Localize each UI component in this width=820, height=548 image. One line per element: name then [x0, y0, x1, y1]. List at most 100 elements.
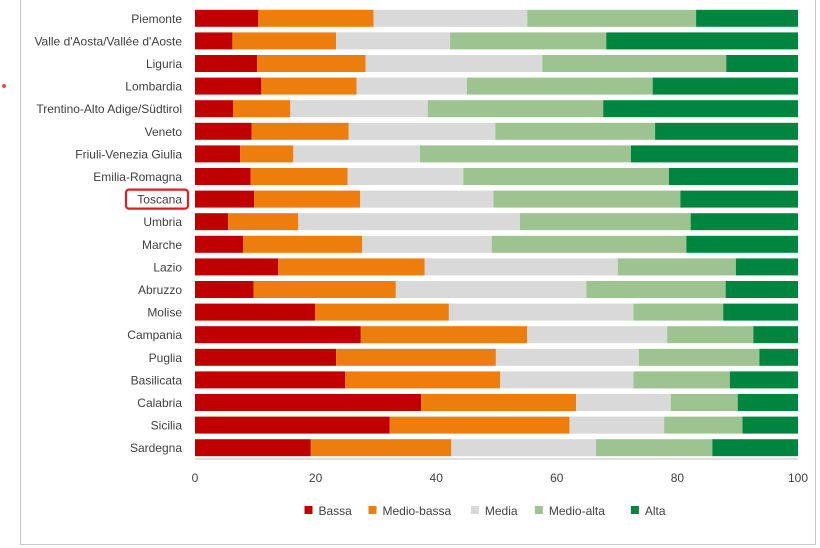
bar-umbria-medio-alta [520, 213, 691, 231]
x-tick-label-20: 20 [309, 471, 323, 485]
bars-layer [195, 9, 798, 457]
category-label-liguria: Liguria [146, 57, 182, 71]
bar-emilia-romagna-bassa [195, 168, 251, 185]
bar-campania-media [527, 326, 668, 344]
highlight-box-toscana [124, 188, 190, 210]
bar-sardegna-media [451, 439, 596, 457]
bar-sardegna-medio-bassa [310, 439, 452, 457]
side-marker-dot [2, 84, 6, 88]
bar-basilicata-alta [729, 371, 798, 389]
category-label-puglia: Puglia [149, 351, 183, 365]
bar-marche-media [362, 235, 492, 253]
bar-lazio-alta [735, 258, 798, 276]
bar-emilia-romagna-medio-alta [463, 168, 669, 185]
x-tick-label-100: 100 [788, 471, 808, 485]
bar-lombardia-alta [652, 77, 798, 95]
bar-toscana-medio-alta [493, 190, 681, 208]
bar-emilia-romagna-media [347, 168, 464, 185]
legend-label-bassa: Bassa [319, 504, 353, 518]
bar-piemonte-media [373, 9, 528, 27]
bar-puglia-bassa [195, 348, 337, 366]
bar-friuli-venezia-giulia-media [293, 145, 420, 163]
bar-valle-d-aosta-vallee-d-aoste-medio-alta [450, 32, 607, 50]
legend-swatch-bassa [304, 506, 313, 514]
bar-calabria-media [576, 394, 671, 411]
category-label-campania: Campania [127, 328, 182, 342]
bar-marche-bassa [195, 235, 244, 253]
bar-liguria-media [365, 55, 543, 72]
bar-trentino-alto-adige-sudtirol-medio-bassa [232, 100, 291, 118]
category-label-veneto: Veneto [145, 125, 183, 139]
bar-toscana-bassa [195, 190, 255, 208]
bar-abruzzo-bassa [195, 281, 254, 298]
bar-calabria-bassa [195, 394, 422, 411]
bar-piemonte-alta [696, 9, 798, 27]
bar-toscana-media [360, 190, 494, 208]
bar-friuli-venezia-giulia-bassa [195, 145, 241, 163]
bar-trentino-alto-adige-sudtirol-alta [603, 100, 798, 118]
bar-lazio-medio-alta [617, 258, 736, 276]
bar-umbria-medio-bassa [228, 213, 299, 231]
category-labels: Piemonte Valle d'Aosta/Vallée d'Aoste Ligu… [34, 12, 182, 455]
category-label-friuli-venezia-giulia: Friuli-Venezia Giulia [75, 147, 182, 161]
x-tick-label-80: 80 [671, 471, 685, 485]
bar-veneto-medio-alta [495, 122, 656, 140]
bar-abruzzo-medio-alta [586, 281, 726, 298]
legend: Bassa Medio-bassa Media Medio-alta Alta [304, 504, 666, 518]
bar-umbria-alta [690, 213, 798, 231]
legend-swatch-medio-bassa [368, 506, 377, 514]
bar-friuli-venezia-giulia-alta [630, 145, 798, 163]
x-tick-label-0: 0 [192, 471, 199, 485]
bar-marche-medio-bassa [243, 235, 363, 253]
bar-toscana-alta [680, 190, 798, 208]
category-label-basilicata: Basilicata [131, 373, 183, 387]
bar-friuli-venezia-giulia-medio-bassa [240, 145, 294, 163]
bar-lombardia-bassa [195, 77, 262, 95]
bar-valle-d-aosta-vallee-d-aoste-media [336, 32, 451, 50]
bar-molise-media [448, 303, 634, 321]
bar-campania-medio-bassa [360, 326, 528, 344]
bar-basilicata-medio-alta [633, 371, 730, 389]
bar-sardegna-alta [712, 439, 798, 457]
bar-piemonte-medio-alta [527, 9, 697, 27]
bar-molise-bassa [195, 303, 315, 321]
category-label-sardegna: Sardegna [130, 441, 182, 455]
category-label-toscana: Toscana [137, 193, 182, 207]
bar-lazio-medio-bassa [278, 258, 425, 276]
bar-emilia-romagna-medio-bassa [250, 168, 348, 185]
bar-friuli-venezia-giulia-medio-alta [419, 145, 631, 163]
bar-piemonte-medio-bassa [258, 9, 374, 27]
bar-lazio-media [424, 258, 618, 276]
bar-campania-medio-alta [667, 326, 754, 344]
category-label-piemonte: Piemonte [131, 12, 182, 26]
bar-trentino-alto-adige-sudtirol-bassa [195, 100, 233, 118]
bar-molise-medio-alta [633, 303, 724, 321]
bar-calabria-alta [737, 394, 798, 411]
category-label-calabria: Calabria [137, 396, 182, 410]
bar-calabria-medio-bassa [421, 394, 577, 411]
bar-veneto-bassa [195, 122, 252, 140]
category-label-trentino-alto-adige-sudtirol: Trentino-Alto Adige/Südtirol [36, 102, 182, 116]
bar-liguria-medio-alta [542, 55, 727, 72]
legend-label-medio-alta: Medio-alta [549, 504, 605, 518]
category-label-marche: Marche [142, 238, 182, 252]
bar-lombardia-media [356, 77, 467, 95]
bar-lombardia-medio-alta [466, 77, 653, 95]
legend-swatch-media [470, 506, 479, 514]
x-tick-label-60: 60 [550, 471, 564, 485]
bar-umbria-media [298, 213, 521, 231]
bar-molise-alta [723, 303, 798, 321]
legend-label-alta: Alta [645, 504, 666, 518]
bar-puglia-medio-bassa [336, 348, 496, 366]
legend-label-media: Media [485, 504, 518, 518]
chart-frame [20, 0, 816, 545]
category-label-molise: Molise [147, 306, 182, 320]
bar-emilia-romagna-alta [668, 168, 798, 185]
category-label-valle-d-aosta-vallee-d-aoste: Valle d'Aosta/Vallée d'Aoste [34, 34, 182, 48]
bar-sicilia-alta [742, 416, 798, 434]
legend-swatch-medio-alta [534, 506, 543, 514]
bar-veneto-medio-bassa [251, 122, 349, 140]
category-label-lombardia: Lombardia [125, 80, 182, 94]
bar-molise-medio-bassa [315, 303, 449, 321]
bar-toscana-medio-bassa [254, 190, 361, 208]
